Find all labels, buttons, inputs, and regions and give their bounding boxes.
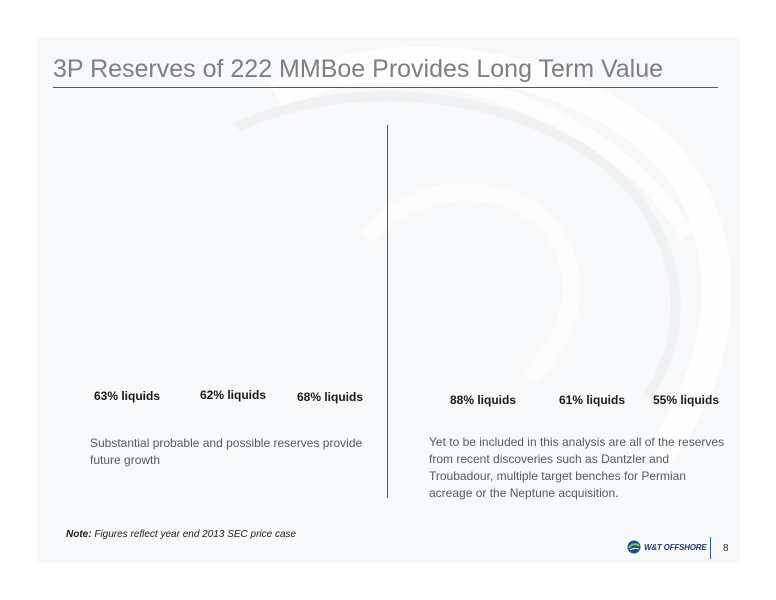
logo-globe-icon bbox=[627, 540, 641, 554]
company-logo: W&T OFFSHORE bbox=[627, 540, 707, 554]
logo-text: W&T OFFSHORE bbox=[644, 542, 707, 552]
slide-title: 3P Reserves of 222 MMBoe Provides Long T… bbox=[53, 55, 664, 83]
footnote-text: Figures reflect year end 2013 SEC price … bbox=[94, 529, 297, 540]
footnote: Note: Figures reflect year end 2013 SEC … bbox=[66, 529, 296, 540]
title-divider bbox=[53, 87, 718, 88]
left-liquids-label-1: 63% liquids bbox=[94, 389, 161, 403]
left-liquids-label-3: 68% liquids bbox=[297, 390, 364, 404]
panel-divider bbox=[387, 125, 388, 498]
right-liquids-label-2: 61% liquids bbox=[559, 393, 626, 407]
slide: 3P Reserves of 222 MMBoe Provides Long T… bbox=[37, 37, 740, 563]
left-liquids-label-2: 62% liquids bbox=[200, 388, 267, 402]
page-number: 8 bbox=[723, 543, 729, 554]
footnote-label: Note: bbox=[66, 529, 92, 540]
right-liquids-label-3: 55% liquids bbox=[653, 393, 720, 407]
right-caption: Yet to be included in this analysis are … bbox=[429, 435, 725, 500]
right-liquids-label-1: 88% liquids bbox=[450, 393, 517, 407]
footer-divider bbox=[710, 537, 711, 559]
left-caption: Substantial probable and possible reserv… bbox=[90, 436, 363, 467]
background-swoosh bbox=[234, 46, 732, 467]
